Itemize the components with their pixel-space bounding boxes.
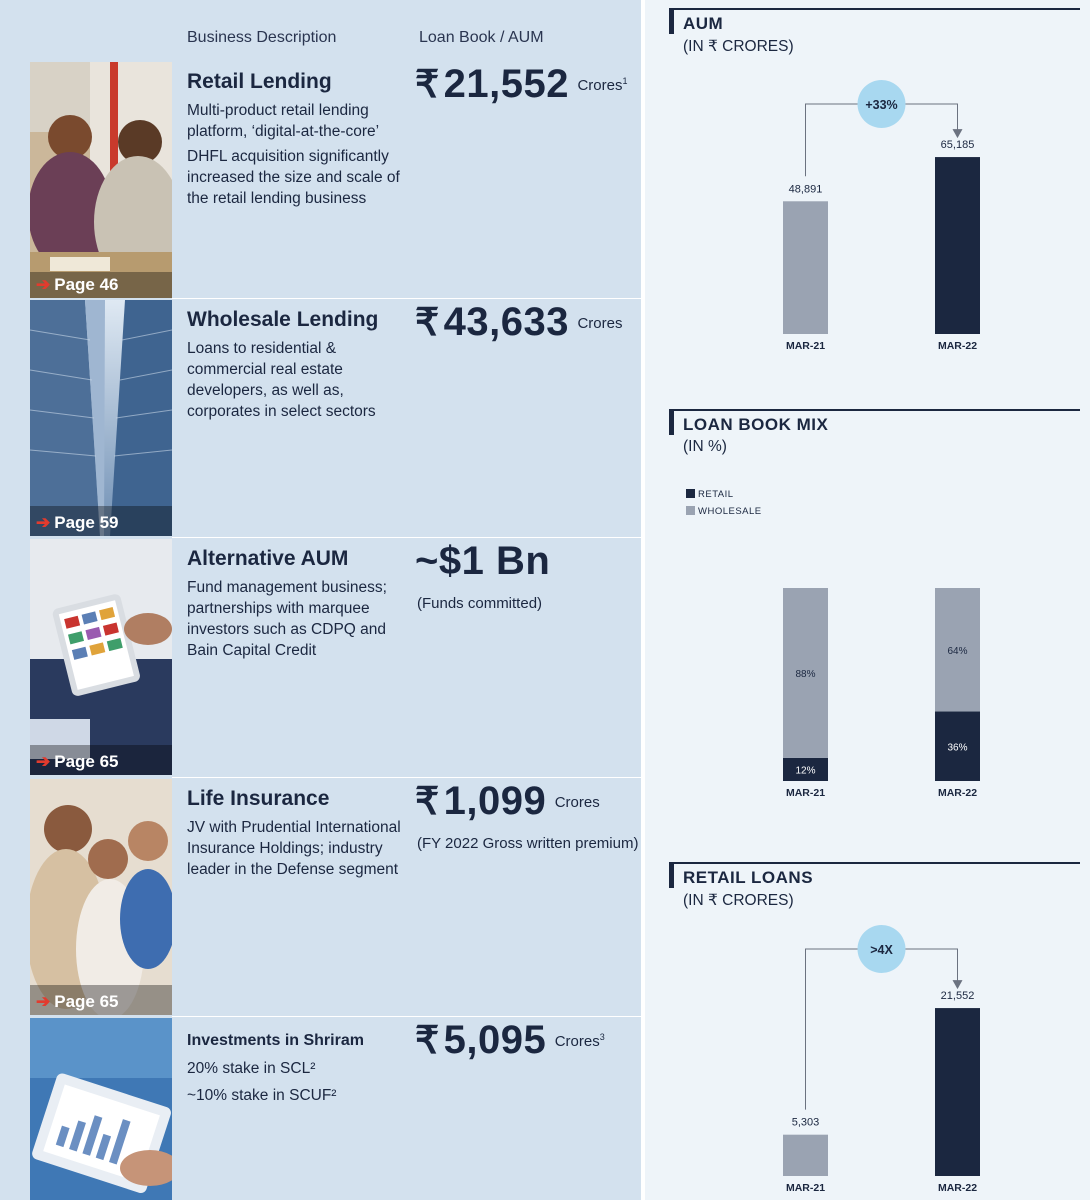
column-header-loanbook: Loan Book / AUM — [419, 29, 544, 46]
segment-description: Multi-product retail lending platform, ‘… — [187, 102, 400, 207]
data-label: 12% — [795, 765, 815, 776]
legend-swatch — [686, 489, 695, 498]
charts-panel: AUM (IN ₹ CRORES) 48,891 MAR-21 65,185 MAR-… — [645, 0, 1090, 1200]
arrow-right-icon: ➔ — [36, 275, 51, 294]
legend-swatch — [686, 506, 695, 515]
rupee-symbol: ₹ — [415, 1020, 440, 1062]
segment-amount: ~$1 Bn — [415, 539, 551, 583]
arrow-right-icon: ➔ — [36, 992, 51, 1011]
segment-title: Life Insurance — [187, 787, 330, 810]
bar-mar-21 — [783, 201, 828, 334]
arrow-down-icon — [952, 980, 963, 990]
segment-amount: ₹ 21,552 Crores1 — [415, 62, 628, 106]
page-link[interactable]: ➔ Page 59 — [36, 513, 119, 532]
bar-wholesale-mar-22 — [935, 588, 980, 712]
growth-bubble — [857, 80, 906, 128]
segment-description: Fund management business; partnerships w… — [187, 579, 387, 659]
segment-description: 20% stake in SCL² ~10% stake in SCUF² — [187, 1060, 337, 1104]
rupee-symbol: ₹ — [415, 64, 440, 106]
chart-subtitle: (IN %) — [683, 438, 727, 455]
data-label: 48,891 — [789, 183, 823, 195]
legend-label: RETAIL — [698, 489, 734, 500]
page-link[interactable]: ➔ Page 65 — [36, 752, 119, 771]
data-label: 5,303 — [792, 1117, 820, 1129]
business-panel: Business Description Loan Book / AUM — [0, 0, 641, 1200]
tick-label: MAR-21 — [786, 340, 825, 352]
aum-chart: 48,891 MAR-21 65,185 MAR-22 +33% — [783, 80, 980, 352]
tick-label: MAR-21 — [786, 1182, 825, 1194]
wholesale-lending-photo: ➔ Page 59 — [30, 300, 172, 536]
bar-mar-22 — [935, 157, 980, 334]
loan-book-mix-chart: RETAIL WHOLESALE 12% 88% MAR-21 36% 64% MAR-22 — [686, 489, 980, 799]
segment-title: Retail Lending — [187, 70, 332, 93]
chart-title: AUM — [683, 14, 724, 33]
segment-amount: ₹ 1,099 Crores — [415, 779, 600, 823]
data-label: 64% — [947, 646, 967, 657]
segment-description: Loans to residential & commercial real e… — [187, 340, 376, 420]
tick-label: MAR-22 — [938, 1182, 977, 1194]
segment-description: JV with Prudential International Insuran… — [187, 819, 401, 878]
bar-wholesale-mar-21 — [783, 588, 828, 758]
arrow-right-icon: ➔ — [36, 513, 51, 532]
growth-label: >4X — [870, 943, 893, 957]
bar-retail-mar-22 — [935, 711, 980, 781]
chart-title: LOAN BOOK MIX — [683, 415, 829, 434]
chart-title: RETAIL LOANS — [683, 868, 814, 887]
segment-wholesale-lending: ➔ Page 59 Wholesale Lending Loans to resi… — [30, 298, 641, 536]
page-link[interactable]: ➔ Page 65 — [36, 992, 119, 1011]
tick-label: MAR-21 — [786, 787, 825, 799]
segment-life-insurance: ➔ Page 65 Life Insurance JV with Prudenti… — [30, 777, 641, 1015]
growth-bubble — [857, 925, 906, 973]
arrow-down-icon — [952, 129, 963, 139]
tick-label: MAR-22 — [938, 787, 977, 799]
data-label: 88% — [795, 669, 815, 680]
arrow-right-icon: ➔ — [36, 752, 51, 771]
page-link[interactable]: ➔ Page 46 — [36, 275, 119, 294]
life-insurance-photo: ➔ Page 65 — [30, 779, 172, 1015]
segment-subnote: (Funds committed) — [417, 595, 543, 612]
segment-amount: ₹ 5,095 Crores3 — [415, 1018, 605, 1062]
retail-loans-chart: 5,303 MAR-21 21,552 MAR-22 >4X — [783, 925, 980, 1194]
column-header-business: Business Description — [187, 29, 337, 46]
segment-subnote: (FY 2022 Gross written premium) — [417, 835, 639, 852]
bar-mar-21 — [783, 1134, 828, 1176]
tick-label: MAR-22 — [938, 340, 977, 352]
alternative-aum-photo: ➔ Page 65 — [30, 539, 172, 775]
bar-mar-22 — [935, 1008, 980, 1176]
chart-subtitle: (IN ₹ CRORES) — [683, 38, 794, 55]
investments-photo — [30, 1018, 172, 1200]
growth-label: +33% — [865, 98, 897, 112]
data-label: 65,185 — [941, 139, 975, 151]
data-label: 21,552 — [941, 990, 975, 1002]
segment-title: Wholesale Lending — [187, 308, 379, 331]
retail-lending-photo: ➔ Page 46 — [30, 62, 172, 298]
growth-connector — [805, 948, 958, 1110]
bar-retail-mar-21 — [783, 757, 828, 781]
segment-alternative-aum: ➔ Page 65 Alternative AUM Fund management… — [30, 537, 641, 775]
segment-title: Investments in Shriram — [187, 1032, 364, 1049]
segment-investments-shriram: Investments in Shriram 20% stake in SCL²… — [30, 1016, 641, 1200]
segment-title: Alternative AUM — [187, 547, 349, 570]
rupee-symbol: ₹ — [415, 302, 440, 344]
chart-subtitle: (IN ₹ CRORES) — [683, 892, 794, 909]
segment-retail-lending: ➔ Page 46 Retail Lending Multi-product re… — [30, 60, 641, 298]
legend-label: WHOLESALE — [698, 506, 762, 517]
rupee-symbol: ₹ — [415, 781, 440, 823]
segment-amount: ₹ 43,633 Crores — [415, 300, 623, 344]
data-label: 36% — [947, 742, 967, 753]
